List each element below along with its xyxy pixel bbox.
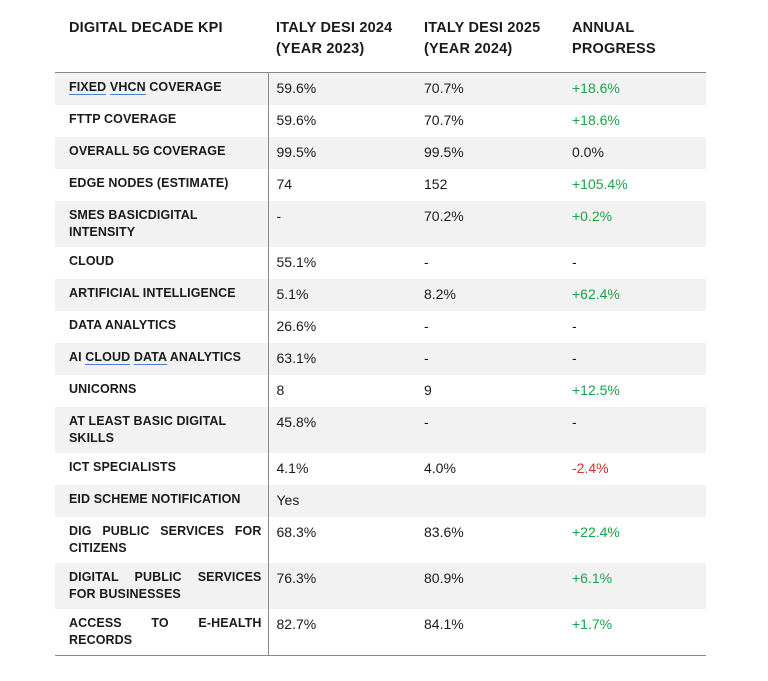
annual-progress-cell: +18.6%: [564, 72, 706, 105]
annual-progress-cell: -: [572, 254, 577, 270]
desi-2025-value-cell: -: [424, 318, 429, 334]
kpi-name-cell: UNICORNS: [69, 382, 137, 396]
header-annual-progress: ANNUAL PROGRESS: [564, 8, 706, 73]
kpi-name-cell: FTTP COVERAGE: [69, 112, 177, 126]
desi-2025-value-cell: -: [416, 343, 564, 375]
annual-progress-cell: [564, 485, 706, 517]
desi-2024-value-cell: 74: [267, 169, 416, 201]
desi-2024-value-cell: -: [267, 201, 416, 247]
desi-2024-value-cell: 99.5%: [267, 137, 416, 169]
table-row: DIG PUBLIC SERVICES FOR CITIZENS 68.3% 83.…: [55, 517, 706, 563]
table-row: ARTIFICIAL INTELLIGENCE 5.1% 8.2% +62.4%: [55, 279, 706, 311]
kpi-table: DIGITAL DECADE KPI ITALY DESI 2024 (YEAR…: [55, 8, 706, 656]
annual-progress-cell: +62.4%: [564, 279, 706, 311]
kpi-name-cell: ICT SPECIALISTS: [69, 460, 177, 474]
kpi-name-cell: SMES BASICDIGITAL INTENSITY: [55, 201, 268, 247]
desi-2025-value-cell: 70.7%: [424, 112, 464, 128]
desi-2025-value-cell: 84.1%: [424, 616, 464, 632]
kpi-name-cell: AI CLOUD DATA ANALYTICS: [55, 343, 268, 375]
header-progress-line2: PROGRESS: [572, 41, 656, 57]
table-row: FTTP COVERAGE 59.6% 70.7% +18.6%: [55, 105, 706, 137]
header-desi-2024-line2: (YEAR 2023): [276, 41, 365, 57]
desi-2025-value-cell: 80.9%: [416, 563, 564, 609]
desi-2025-value-cell: -: [416, 407, 564, 453]
desi-2025-value-cell: 8.2%: [416, 279, 564, 311]
kpi-table-body: FIXED VHCN COVERAGE 59.6% 70.7% +18.6% FTTP …: [55, 72, 706, 656]
desi-2025-value-cell: 152: [424, 176, 448, 192]
desi-2025-value-cell: 99.5%: [416, 137, 564, 169]
annual-progress-cell: +12.5%: [572, 382, 620, 398]
desi-2024-value-cell: Yes: [267, 485, 416, 517]
desi-2024-value-cell: 63.1%: [267, 343, 416, 375]
annual-progress-cell: -: [572, 318, 577, 334]
desi-2025-value-cell: -: [424, 254, 429, 270]
header-kpi: DIGITAL DECADE KPI: [69, 20, 223, 36]
desi-2024-value-cell: 8: [267, 375, 416, 407]
table-row: EDGE NODES (ESTIMATE) 74 152 +105.4%: [55, 169, 706, 201]
annual-progress-cell: +105.4%: [572, 176, 628, 192]
kpi-name-cell: CLOUD: [69, 254, 114, 268]
desi-2024-value-cell: 59.6%: [267, 72, 416, 105]
desi-2024-value-cell: 82.7%: [267, 609, 416, 656]
table-row: DATA ANALYTICS 26.6% - -: [55, 311, 706, 343]
table-row: AI CLOUD DATA ANALYTICS 63.1% - -: [55, 343, 706, 375]
kpi-name-cell: ARTIFICIAL INTELLIGENCE: [55, 279, 268, 311]
desi-2025-value-cell: 83.6%: [424, 524, 464, 540]
kpi-name-cell: AT LEAST BASIC DIGITAL SKILLS: [55, 407, 268, 453]
table-row: ICT SPECIALISTS 4.1% 4.0% -2.4%: [55, 453, 706, 485]
desi-2024-value-cell: 4.1%: [267, 453, 416, 485]
kpi-name-cell: FIXED VHCN COVERAGE: [55, 72, 268, 105]
header-desi-2025-line1: ITALY DESI 2025: [424, 20, 541, 36]
kpi-name-cell: ACCESS TO E-HEALTH RECORDS: [69, 616, 262, 647]
header-desi-2024-line1: ITALY DESI 2024: [276, 20, 393, 36]
kpi-name-cell: DATA ANALYTICS: [69, 318, 177, 332]
desi-2024-value-cell: 68.3%: [267, 517, 416, 563]
header-desi-2024: ITALY DESI 2024 (YEAR 2023): [268, 8, 416, 73]
table-row: AT LEAST BASIC DIGITAL SKILLS 45.8% - -: [55, 407, 706, 453]
annual-progress-cell: +1.7%: [572, 616, 613, 632]
desi-2025-value-cell: 9: [424, 382, 432, 398]
annual-progress-cell: +22.4%: [572, 524, 620, 540]
kpi-name-cell: EID SCHEME NOTIFICATION: [55, 485, 268, 517]
desi-2024-value-cell: 5.1%: [267, 279, 416, 311]
annual-progress-cell: -: [564, 343, 706, 375]
annual-progress-cell: -2.4%: [572, 460, 609, 476]
annual-progress-cell: +18.6%: [572, 112, 620, 128]
table-row: DIGITAL PUBLIC SERVICES FOR BUSINESSES 76…: [55, 563, 706, 609]
kpi-name-cell: DIG PUBLIC SERVICES FOR CITIZENS: [69, 524, 262, 555]
table-row: FIXED VHCN COVERAGE 59.6% 70.7% +18.6%: [55, 72, 706, 105]
desi-2024-value-cell: 55.1%: [267, 247, 416, 279]
desi-2025-value-cell: [416, 485, 564, 517]
annual-progress-cell: -: [564, 407, 706, 453]
header-progress-line1: ANNUAL: [572, 20, 635, 36]
table-row: SMES BASICDIGITAL INTENSITY -70.2% +0.2%: [55, 201, 706, 247]
desi-2024-value-cell: 26.6%: [267, 311, 416, 343]
kpi-name-cell: EDGE NODES (ESTIMATE): [69, 176, 229, 190]
desi-2025-value-cell: 4.0%: [424, 460, 456, 476]
annual-progress-cell: +6.1%: [564, 563, 706, 609]
header-row: DIGITAL DECADE KPI ITALY DESI 2024 (YEAR…: [55, 8, 706, 73]
kpi-name-cell: OVERALL 5G COVERAGE: [55, 137, 268, 169]
desi-2024-value-cell: 45.8%: [267, 407, 416, 453]
table-row: ACCESS TO E-HEALTH RECORDS 82.7% 84.1% +1.7…: [55, 609, 706, 656]
desi-2024-value-cell: 59.6%: [267, 105, 416, 137]
table-row: OVERALL 5G COVERAGE 99.5% 99.5% 0.0%: [55, 137, 706, 169]
desi-2024-value-cell: 76.3%: [267, 563, 416, 609]
table-row: UNICORNS 8 9 +12.5%: [55, 375, 706, 407]
kpi-name-cell: DIGITAL PUBLIC SERVICES FOR BUSINESSES: [55, 563, 268, 609]
table-row: CLOUD 55.1% - -: [55, 247, 706, 279]
annual-progress-cell: 0.0%: [564, 137, 706, 169]
annual-progress-cell: +0.2%: [564, 201, 706, 247]
desi-2025-value-cell: 70.2%: [416, 201, 564, 247]
header-desi-2025: ITALY DESI 2025 (YEAR 2024): [416, 8, 564, 73]
table-row: EID SCHEME NOTIFICATION Yes: [55, 485, 706, 517]
desi-2025-value-cell: 70.7%: [416, 72, 564, 105]
header-desi-2025-line2: (YEAR 2024): [424, 41, 513, 57]
